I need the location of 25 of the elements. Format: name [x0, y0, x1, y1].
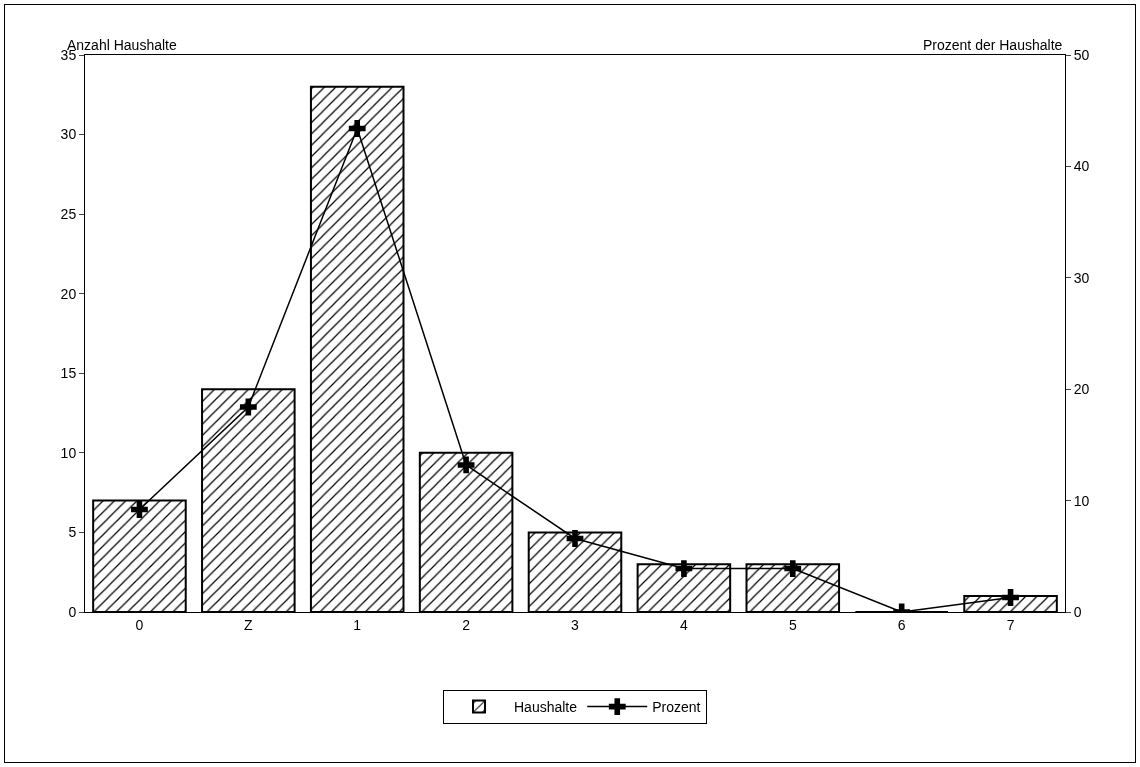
x-tick-label: Z	[244, 616, 254, 633]
y-tick-label: 5	[68, 524, 77, 541]
y2-tick-label: 10	[1073, 492, 1090, 509]
y-tick-label: 15	[60, 365, 77, 382]
y2-tick-label: 40	[1073, 158, 1090, 175]
x-tick-label: 7	[1006, 616, 1015, 633]
legend-label: Prozent	[652, 699, 701, 716]
y-tick-label: 30	[60, 126, 77, 143]
x-tick-label: 5	[788, 616, 797, 633]
x-tick-label: 3	[571, 616, 580, 633]
y2-tick-label: 20	[1073, 381, 1090, 398]
y2-tick-label: 0	[1073, 603, 1082, 620]
x-tick-label: 2	[462, 616, 471, 633]
y2-tick-label: 50	[1073, 46, 1090, 63]
y-tick-label: 20	[60, 285, 77, 302]
y-tick-label: 0	[68, 603, 77, 620]
x-tick-label: 0	[135, 616, 144, 633]
y-tick-label: 25	[60, 206, 77, 223]
x-tick-label: 4	[679, 616, 688, 633]
y-tick-label: 10	[60, 444, 77, 461]
x-tick-label: 1	[353, 616, 362, 633]
x-tick-label: 6	[897, 616, 906, 633]
text: Haushalte	[514, 699, 578, 716]
y2-tick-label: 30	[1073, 269, 1090, 286]
y2-axis-title: Prozent der Haushalte	[923, 37, 1063, 53]
